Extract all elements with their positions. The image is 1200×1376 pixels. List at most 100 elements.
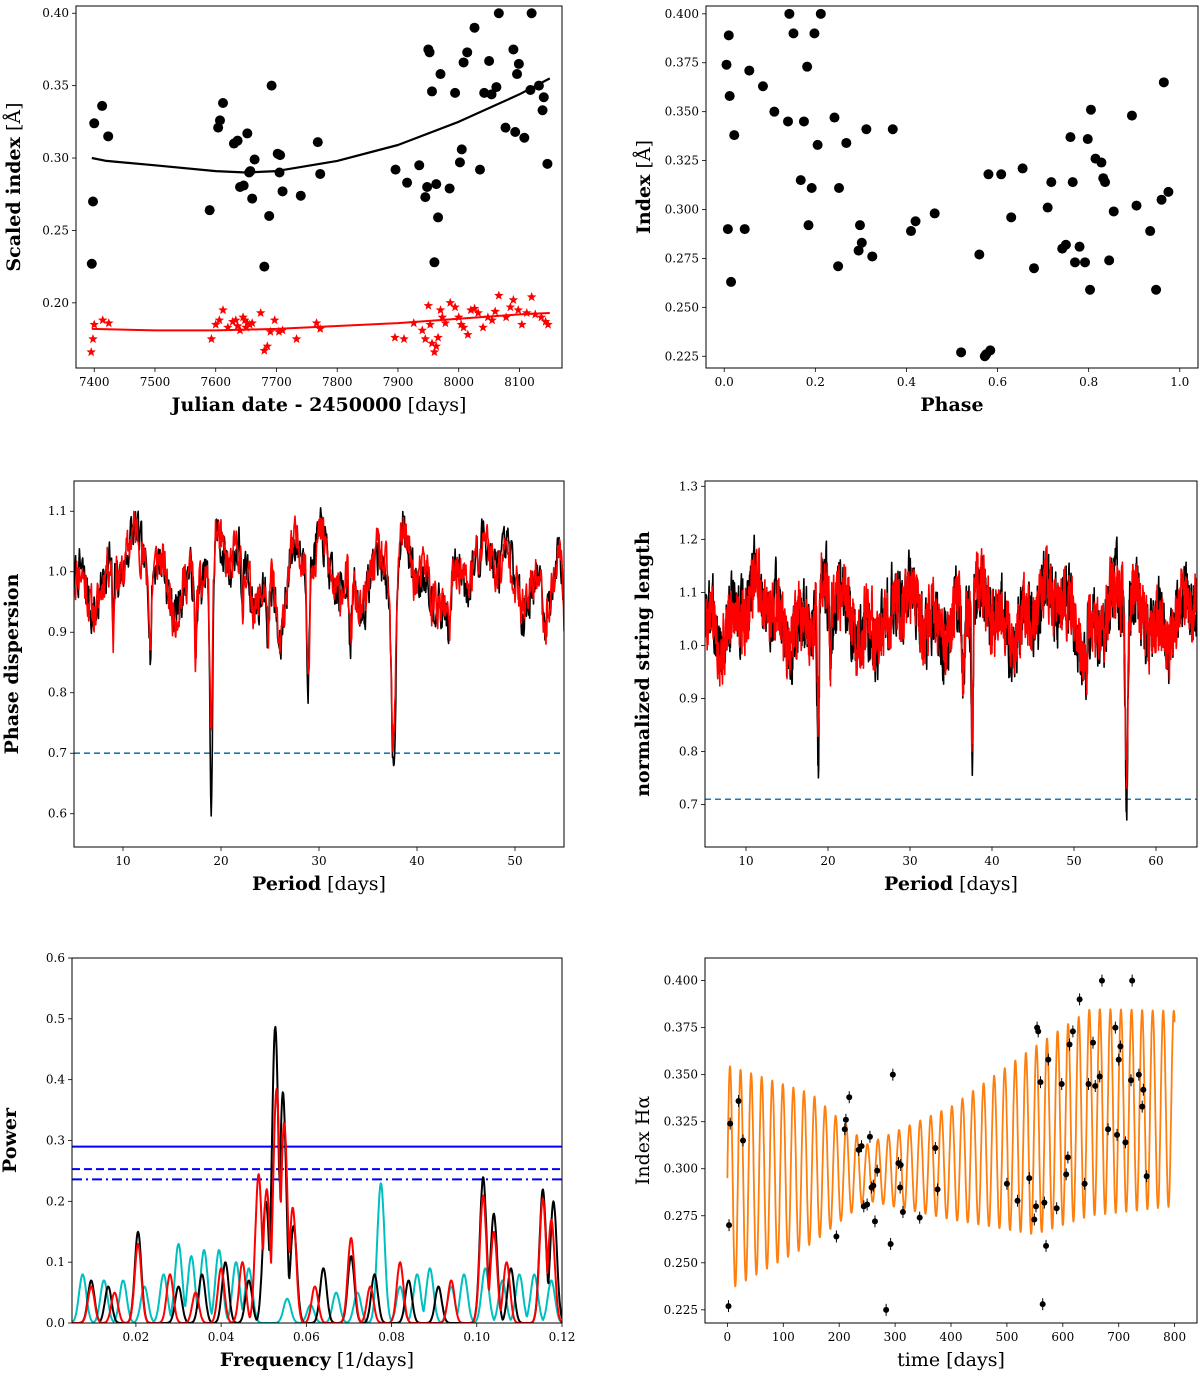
x-axis-label-bold: Phase	[920, 394, 983, 416]
data-point-red-star	[445, 297, 455, 307]
data-point-red-star	[517, 319, 527, 329]
data-point-black	[493, 8, 504, 19]
data-point	[1041, 1199, 1048, 1206]
x-tick-label: 0.4	[897, 375, 916, 389]
x-tick-label: 0.08	[378, 1330, 405, 1344]
data-point-red-star	[238, 312, 248, 322]
data-point	[1081, 1180, 1088, 1187]
data-point-red-star	[262, 341, 273, 351]
data-point	[1085, 1081, 1092, 1088]
data-point	[864, 1201, 871, 1208]
data-point-black	[462, 47, 473, 58]
data-point-black	[542, 158, 553, 169]
y-tick-label: 1.1	[48, 504, 67, 518]
y-tick-label: 0.40	[42, 6, 69, 20]
y-tick-label: 0.400	[664, 974, 698, 988]
data-point-black	[97, 100, 108, 111]
y-tick-label: 1.0	[48, 565, 67, 579]
x-tick-label: 10	[115, 854, 130, 868]
data-point-red-star	[466, 305, 476, 315]
data-point-red-star	[89, 319, 99, 329]
data-point-red-star	[265, 326, 276, 336]
data-point-black	[500, 122, 511, 133]
data-point-red-star	[526, 292, 537, 302]
x-tick-label: 60	[1148, 854, 1163, 868]
y-axis-label: Scaled index [Å]	[3, 102, 25, 271]
data-point	[887, 124, 898, 135]
x-axis-label: Frequency [1/days]	[220, 1349, 414, 1371]
data-point	[802, 61, 813, 72]
data-point	[1039, 1301, 1046, 1308]
data-point	[783, 116, 793, 127]
data-point	[1031, 1216, 1038, 1223]
data-point-black	[275, 150, 286, 161]
data-point	[1085, 104, 1096, 115]
y-tick-label: 0.8	[679, 745, 698, 759]
data-point	[1042, 202, 1053, 213]
data-point-red-star	[104, 318, 114, 328]
data-point	[1104, 255, 1115, 266]
series-red	[74, 510, 564, 753]
data-point-red-star	[231, 315, 241, 325]
data-point-red-star	[245, 319, 255, 329]
data-point	[985, 345, 996, 356]
plot-area-p4	[705, 534, 1197, 821]
data-point-red-star	[454, 312, 464, 322]
axes-frame	[71, 957, 563, 1324]
y-axis-label: Phase dispersion	[1, 573, 23, 754]
y-tick-label: 0.3	[46, 1134, 65, 1148]
data-point-red-star	[291, 334, 302, 344]
x-tick-label: 0.0	[715, 375, 734, 389]
data-point-black	[264, 210, 275, 221]
data-point	[1135, 1071, 1142, 1078]
data-point	[929, 208, 940, 219]
data-point	[871, 1218, 878, 1225]
x-tick-label: 7900	[383, 375, 414, 389]
data-point-red-star	[274, 326, 284, 336]
data-point-black	[533, 80, 544, 91]
data-point	[812, 139, 823, 150]
plot-area-p1	[86, 8, 553, 357]
x-axis-label-bold: Frequency	[220, 1349, 332, 1371]
x-tick-label: 500	[995, 1330, 1018, 1344]
data-point	[1140, 1086, 1147, 1093]
data-point-red-star	[427, 338, 437, 348]
data-point	[1100, 177, 1111, 188]
data-point	[735, 1097, 742, 1104]
data-point	[916, 1214, 923, 1221]
data-point-black	[238, 180, 249, 191]
series-cyan	[72, 1182, 562, 1323]
axes-frame	[75, 5, 563, 369]
y-tick-label: 1.1	[679, 585, 698, 599]
data-point-black	[444, 183, 455, 194]
data-point	[722, 224, 733, 235]
y-tick-label: 0.400	[665, 7, 699, 21]
x-axis-label: Period [days]	[884, 873, 1018, 895]
data-point	[1117, 1043, 1124, 1050]
data-point-black	[420, 192, 431, 203]
data-point	[1085, 284, 1096, 295]
data-point-black	[513, 58, 524, 69]
x-tick-label: 10	[738, 854, 753, 868]
y-tick-label: 0.30	[42, 151, 69, 165]
data-point	[1064, 1154, 1071, 1161]
x-tick-label: 0.6	[988, 375, 1007, 389]
data-point	[1032, 1203, 1039, 1210]
data-point-black	[433, 212, 444, 223]
x-tick-label: 20	[820, 854, 835, 868]
data-point-black	[537, 105, 548, 116]
data-point-black	[454, 157, 465, 168]
x-tick-label: 7700	[261, 375, 292, 389]
data-point	[1092, 1082, 1099, 1089]
x-axis-label-bold: Julian date - 2450000	[170, 394, 402, 416]
data-point-black	[474, 164, 485, 175]
panel-p2: 0.0 0.2 0.4 0.6 0.8 1.0 0.225 0.250 0.275 0.300 0.…	[633, 5, 1199, 416]
data-point	[1128, 1077, 1135, 1084]
data-point-black	[103, 131, 114, 142]
data-point	[1108, 206, 1119, 217]
data-point	[833, 1233, 840, 1240]
x-tick-label: 0.10	[463, 1330, 490, 1344]
data-point	[1037, 1079, 1044, 1086]
data-point	[887, 1240, 894, 1247]
